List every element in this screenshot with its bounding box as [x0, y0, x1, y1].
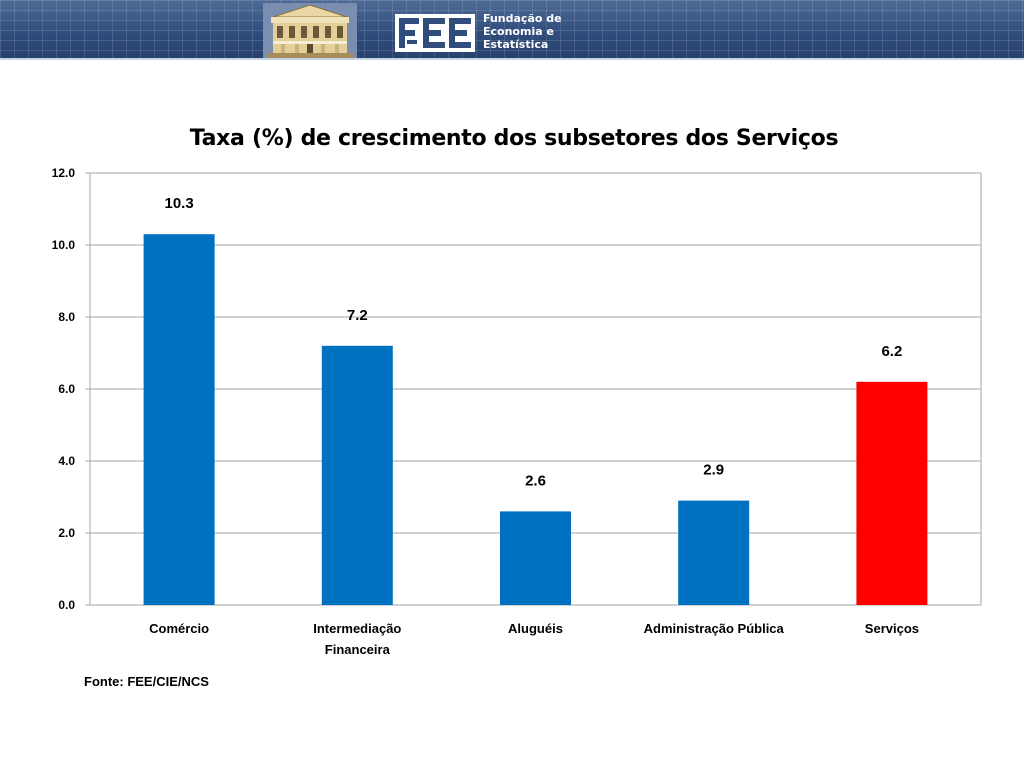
data-label: 2.6: [525, 472, 546, 489]
bar: [678, 500, 750, 605]
bar: [500, 511, 571, 605]
data-label: 6.2: [881, 343, 902, 360]
x-category-label: Financeira: [325, 642, 391, 657]
bar: [321, 345, 393, 605]
x-category-label: Intermediação: [313, 621, 401, 636]
building-logo: [263, 3, 357, 58]
y-tick-label: 6.0: [58, 382, 75, 396]
y-tick-label: 10.0: [52, 238, 76, 252]
header-grid-pattern: [0, 0, 1024, 60]
x-category-label: Administração Pública: [644, 621, 785, 636]
bar: [856, 381, 928, 605]
source-note: Fonte: FEE/CIE/NCS: [84, 674, 209, 689]
data-label: 10.3: [164, 195, 193, 212]
x-category-label: Aluguéis: [508, 621, 563, 636]
brand-name: Fundação de Economia e Estatística: [483, 12, 603, 51]
chart-title: Taxa (%) de crescimento dos subsetores d…: [189, 126, 839, 151]
data-label: 2.9: [703, 462, 724, 479]
header-banner: Fundação de Economia e Estatística: [0, 0, 1024, 60]
brand-line: Economia e: [483, 25, 554, 38]
x-category-label: Comércio: [149, 621, 209, 636]
brand-line: Estatística: [483, 38, 549, 51]
y-tick-label: 12.0: [52, 166, 76, 180]
fee-logo-icon: [395, 14, 475, 52]
y-tick-label: 8.0: [58, 310, 75, 324]
y-tick-label: 0.0: [58, 598, 75, 612]
brand-line: Fundação de: [483, 12, 562, 25]
bar: [143, 234, 215, 605]
data-label: 7.2: [347, 307, 368, 324]
y-tick-label: 2.0: [58, 526, 75, 540]
header-divider: [0, 58, 1024, 60]
x-category-label: Serviços: [865, 621, 919, 636]
y-tick-label: 4.0: [58, 454, 75, 468]
